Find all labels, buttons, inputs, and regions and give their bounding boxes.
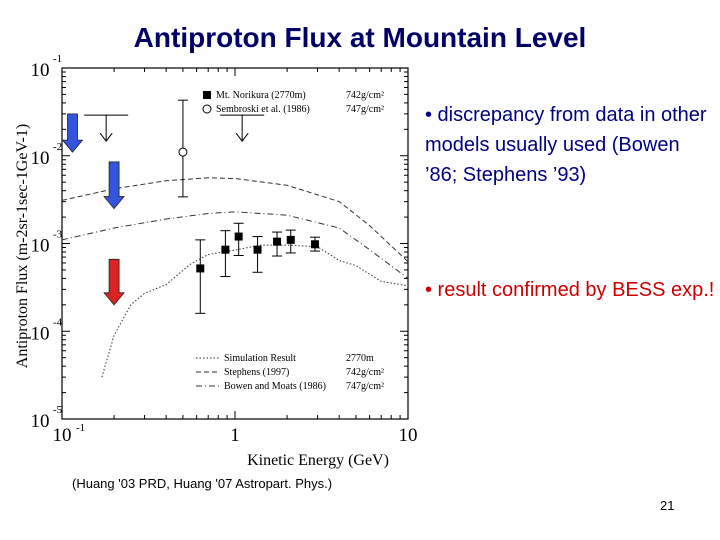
bullet-bess-confirmed: • result confirmed by BESS exp.! xyxy=(425,279,715,301)
x-tick-label-exponent: -1 xyxy=(76,422,85,434)
data-point-square xyxy=(221,245,230,254)
legend-depth: 747g/cm² xyxy=(346,104,384,115)
x-tick-label: 1 xyxy=(230,425,240,446)
y-tick-label: 10 xyxy=(31,323,50,344)
data-point-square xyxy=(310,240,319,249)
y-tick-label-exponent: -4 xyxy=(53,316,63,328)
y-tick-label: 10 xyxy=(31,60,50,81)
model-curve xyxy=(61,177,409,263)
data-point-square xyxy=(273,237,282,246)
y-tick-label: 10 xyxy=(31,236,50,257)
y-tick-label: 10 xyxy=(31,411,50,432)
legend-marker-square xyxy=(203,91,211,99)
y-tick-label-exponent: -2 xyxy=(53,141,62,153)
data-point-square xyxy=(253,245,262,254)
legend-label: Simulation Result xyxy=(224,353,296,364)
upper-limit-arrow xyxy=(235,132,249,143)
discrepancy-arrow xyxy=(103,161,125,210)
y-tick-label-exponent: -5 xyxy=(53,404,63,416)
y-axis-label: Antiproton Flux (m-2sr-1sec-1GeV-1) xyxy=(14,124,31,368)
legend-label: Mt. Norikura (2770m) xyxy=(216,90,306,101)
data-point-circle xyxy=(178,147,188,157)
legend-depth: 747g/cm² xyxy=(346,381,384,392)
bullet-list: • discrepancy from data in other models … xyxy=(425,100,715,301)
legend-marker-circle xyxy=(202,104,212,114)
y-tick-label: 10 xyxy=(31,148,50,169)
y-tick-label-exponent: -1 xyxy=(53,55,62,65)
discrepancy-arrows xyxy=(61,113,125,306)
legend-label: Stephens (1997) xyxy=(224,367,289,378)
x-tick-label: 10 xyxy=(399,425,418,446)
legend-depth: 2770m xyxy=(346,353,374,364)
reference-citation: (Huang '03 PRD, Huang '07 Astropart. Phy… xyxy=(72,476,333,491)
bullet-discrepancy: • discrepancy from data in other models … xyxy=(425,104,707,186)
y-tick-label-exponent: -3 xyxy=(53,229,63,241)
discrepancy-arrow xyxy=(61,113,84,153)
slide-title: Antiproton Flux at Mountain Level xyxy=(133,22,587,53)
x-axis-label: Kinetic Energy (GeV) xyxy=(247,452,389,469)
data-point-square xyxy=(286,235,295,244)
data-point-square xyxy=(196,264,205,273)
model-curve xyxy=(101,244,409,378)
legend-label: Bowen and Moats (1986) xyxy=(224,381,326,392)
legend-depth: 742g/cm² xyxy=(346,367,384,378)
upper-limit-arrow xyxy=(99,132,113,143)
legend-depth: 742g/cm² xyxy=(346,90,384,101)
curves-legend: Simulation Result 2770m Stephens (1997) 742… xyxy=(196,353,384,392)
data-points xyxy=(84,99,320,314)
model-curves xyxy=(61,177,409,378)
discrepancy-arrow xyxy=(103,258,125,306)
axis-ticks xyxy=(61,68,408,420)
page-number: 21 xyxy=(660,498,675,513)
x-tick-label: 10 xyxy=(53,425,72,446)
data-legend: Mt. Norikura (2770m) 742g/cm² Sembroski et… xyxy=(202,90,384,115)
data-point-square xyxy=(234,232,243,241)
legend-label: Sembroski et al. (1986) xyxy=(216,104,310,115)
